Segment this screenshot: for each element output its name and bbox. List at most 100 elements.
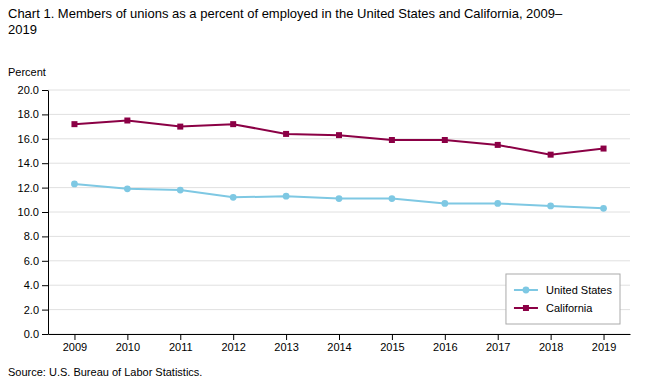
x-tick: 2016 bbox=[433, 334, 457, 353]
y-tick-mark bbox=[42, 212, 48, 213]
y-tick: 8.0 bbox=[24, 230, 48, 242]
x-tick-label: 2015 bbox=[380, 341, 404, 353]
x-axis: 2009201020112012201320142015201620172018… bbox=[49, 334, 631, 353]
x-tick-mark bbox=[74, 334, 75, 340]
point bbox=[124, 185, 131, 192]
grid-line bbox=[48, 163, 630, 164]
y-axis-label: Percent bbox=[8, 66, 46, 78]
x-tick: 2013 bbox=[274, 334, 298, 353]
y-tick-mark bbox=[42, 236, 48, 237]
y-axis: 0.0 2.0 4.0 6.0 8.0 10.0 12.0 14.0 16.0 18.0 20.0 bbox=[18, 84, 49, 340]
x-tick-mark bbox=[445, 334, 446, 340]
y-tick-label: 16.0 bbox=[18, 133, 39, 145]
y-tick-mark bbox=[42, 163, 48, 164]
point bbox=[71, 121, 77, 127]
point bbox=[283, 193, 290, 200]
grid bbox=[48, 90, 630, 334]
y-tick: 18.0 bbox=[18, 108, 48, 120]
y-tick-mark bbox=[42, 261, 48, 262]
grid-line bbox=[48, 260, 630, 261]
x-tick: 2009 bbox=[63, 334, 87, 353]
y-tick-label: 18.0 bbox=[18, 108, 39, 120]
title: Chart 1. Members of unions as a percent … bbox=[8, 6, 563, 37]
x-tick-label: 2019 bbox=[592, 341, 616, 353]
y-tick-mark bbox=[42, 90, 48, 91]
point bbox=[283, 131, 289, 137]
y-tick-mark bbox=[42, 285, 48, 286]
y-tick-label: 2.0 bbox=[24, 304, 39, 316]
point bbox=[600, 205, 607, 212]
x-tick-label: 2009 bbox=[63, 341, 87, 353]
y-tick-label: 20.0 bbox=[18, 84, 39, 96]
legend-marker bbox=[523, 287, 530, 294]
x-tick-label: 2016 bbox=[433, 341, 457, 353]
chart: Chart 1. Members of unions as a percent … bbox=[0, 0, 650, 384]
x-tick: 2014 bbox=[327, 334, 351, 353]
grid-line bbox=[48, 187, 630, 188]
point bbox=[336, 132, 342, 138]
legend-item: California bbox=[514, 302, 593, 314]
point bbox=[230, 121, 236, 127]
legend-label: United States bbox=[546, 284, 613, 296]
grid-line bbox=[48, 212, 630, 213]
marks bbox=[71, 118, 607, 212]
y-tick: 16.0 bbox=[18, 133, 48, 145]
point bbox=[494, 200, 501, 207]
x-tick-label: 2013 bbox=[274, 341, 298, 353]
x-tick: 2018 bbox=[539, 334, 563, 353]
point bbox=[71, 181, 78, 188]
y-axis-line bbox=[48, 91, 49, 335]
y-tick-label: 6.0 bbox=[24, 255, 39, 267]
point bbox=[442, 137, 448, 143]
legend-label: California bbox=[546, 302, 593, 314]
x-tick-label: 2014 bbox=[327, 341, 351, 353]
point bbox=[177, 124, 183, 130]
y-tick-label: 0.0 bbox=[24, 328, 39, 340]
x-tick: 2019 bbox=[592, 334, 616, 353]
x-tick-label: 2012 bbox=[221, 341, 245, 353]
y-tick: 10.0 bbox=[18, 206, 48, 218]
point bbox=[601, 146, 607, 152]
y-tick: 20.0 bbox=[18, 84, 48, 96]
x-tick-mark bbox=[233, 334, 234, 340]
series-line bbox=[74, 184, 603, 208]
point bbox=[548, 152, 554, 158]
y-tick: 2.0 bbox=[24, 304, 48, 316]
grid-line bbox=[48, 236, 630, 237]
source: Source: U.S. Bureau of Labor Statistics. bbox=[8, 366, 202, 378]
y-tick: 12.0 bbox=[18, 182, 48, 194]
x-tick: 2011 bbox=[169, 334, 193, 353]
plot: 2009201020112012201320142015201620172018… bbox=[18, 84, 631, 353]
point bbox=[547, 203, 554, 210]
point bbox=[336, 195, 343, 202]
point bbox=[177, 187, 184, 194]
x-tick: 2010 bbox=[116, 334, 140, 353]
y-tick: 4.0 bbox=[24, 279, 48, 291]
grid-line bbox=[48, 138, 630, 139]
y-tick-mark bbox=[42, 139, 48, 140]
y-tick-mark bbox=[42, 188, 48, 189]
legend-box bbox=[506, 274, 620, 324]
grid-line bbox=[48, 114, 630, 115]
x-tick-mark bbox=[498, 334, 499, 340]
x-tick-mark bbox=[286, 334, 287, 340]
grid-line bbox=[48, 90, 630, 91]
y-tick-mark bbox=[42, 334, 48, 335]
y-tick-label: 10.0 bbox=[18, 206, 39, 218]
x-tick-label: 2018 bbox=[539, 341, 563, 353]
legend: United States California bbox=[506, 274, 620, 324]
x-tick-mark bbox=[127, 334, 128, 340]
x-tick-mark bbox=[392, 334, 393, 340]
x-tick: 2012 bbox=[221, 334, 245, 353]
y-tick: 0.0 bbox=[24, 328, 48, 340]
legend-item: United States bbox=[514, 284, 613, 296]
x-tick-mark bbox=[604, 334, 605, 340]
y-tick: 14.0 bbox=[18, 157, 48, 169]
point bbox=[441, 200, 448, 207]
y-tick-label: 14.0 bbox=[18, 157, 39, 169]
point bbox=[495, 142, 501, 148]
point bbox=[389, 195, 396, 202]
y-tick-mark bbox=[42, 310, 48, 311]
y-tick: 6.0 bbox=[24, 255, 48, 267]
legend-marker bbox=[523, 305, 529, 311]
